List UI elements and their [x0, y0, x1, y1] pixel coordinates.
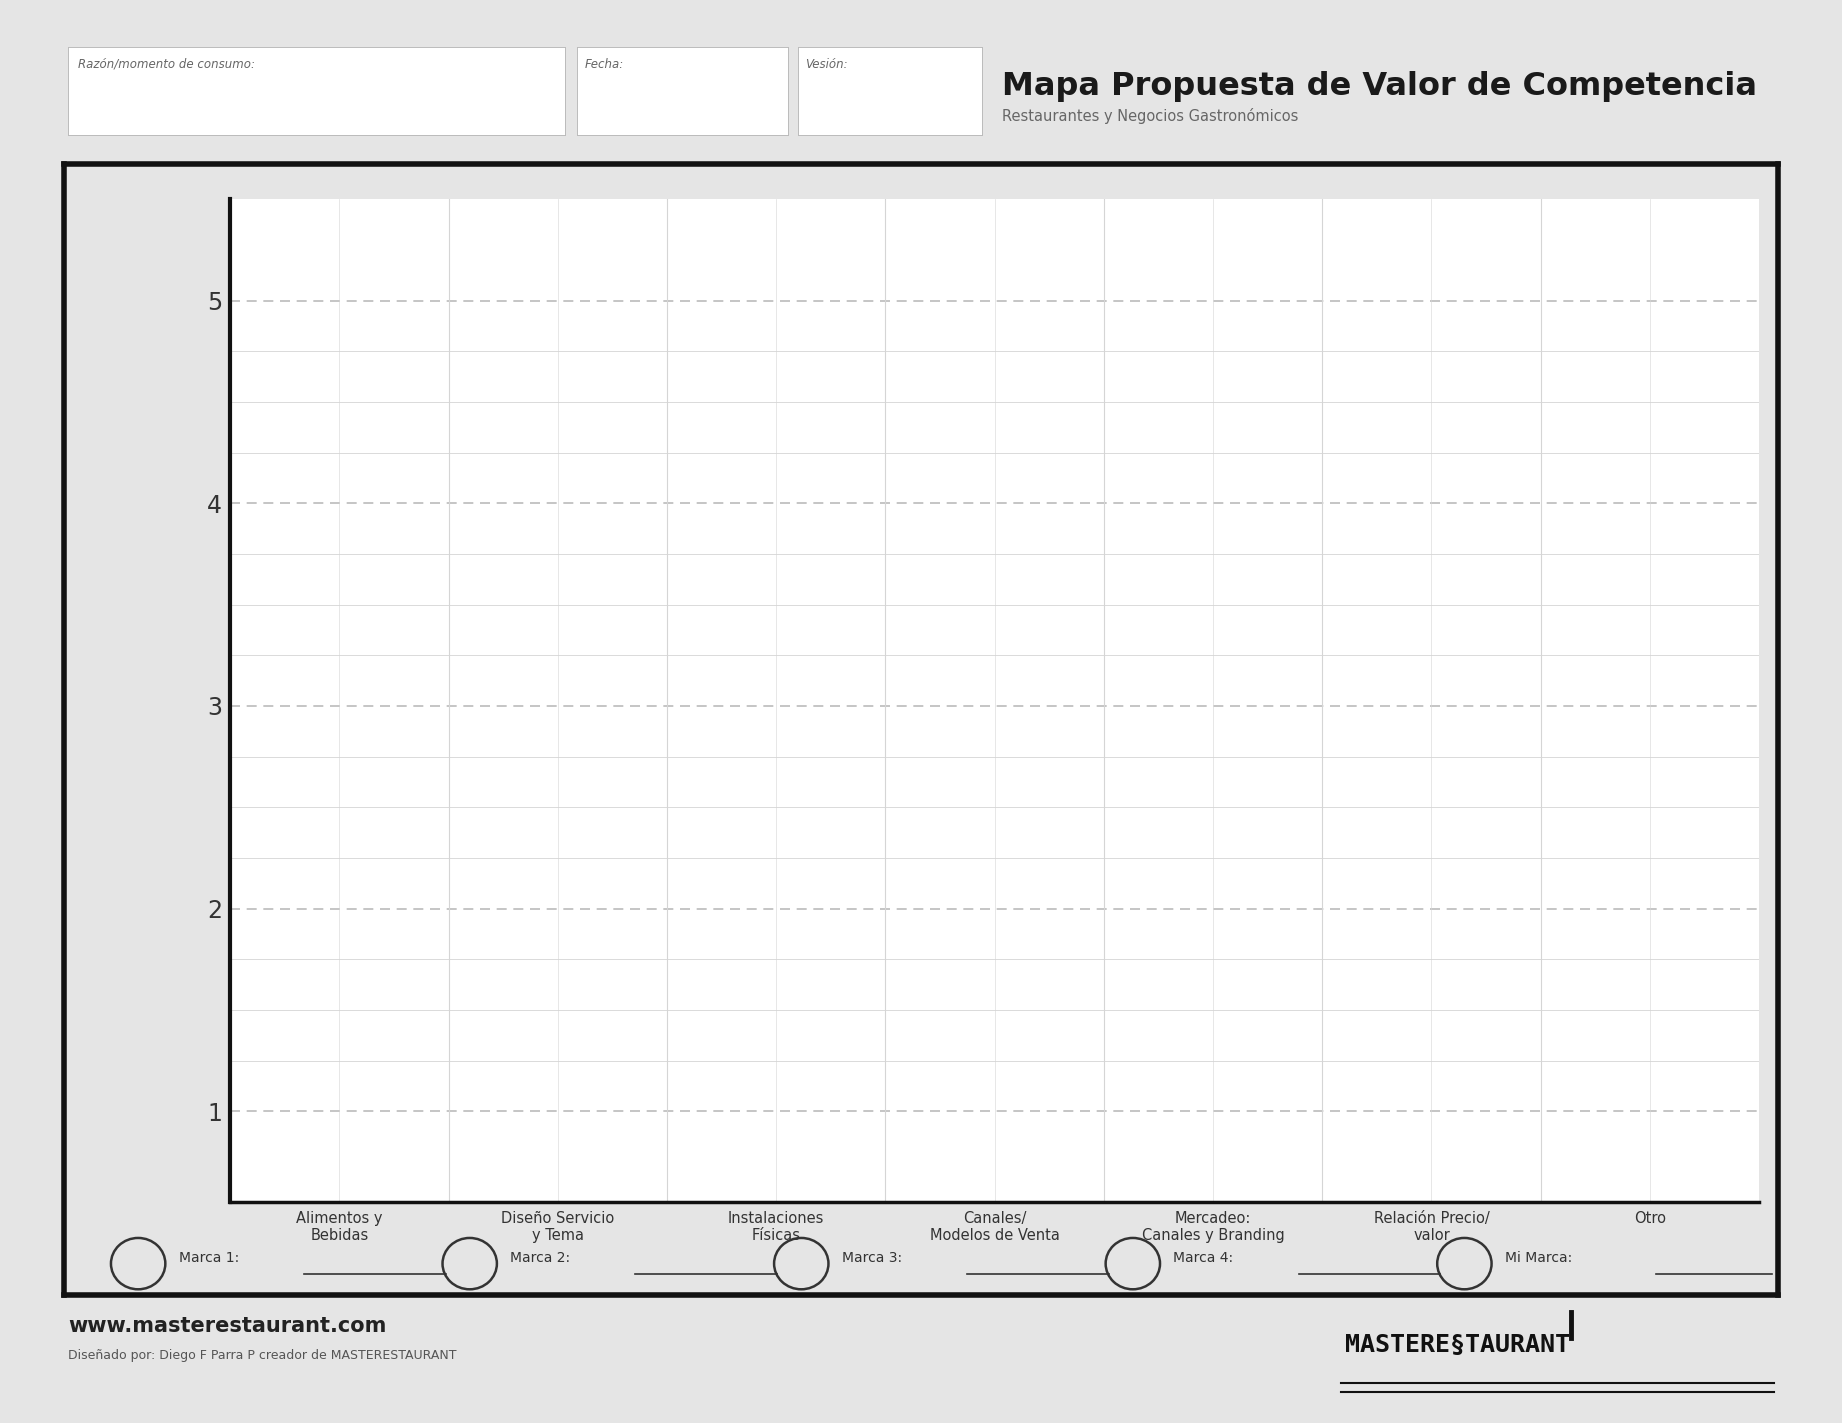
Text: Restaurantes y Negocios Gastronómicos: Restaurantes y Negocios Gastronómicos [1002, 108, 1299, 124]
Text: Vesión:: Vesión: [805, 57, 847, 71]
Text: Mi Marca:: Mi Marca: [1505, 1251, 1573, 1265]
Text: www.masterestaurant.com: www.masterestaurant.com [68, 1316, 387, 1336]
Text: MASTERE§TAURANT: MASTERE§TAURANT [1345, 1333, 1569, 1356]
Text: Marca 1:: Marca 1: [179, 1251, 239, 1265]
Text: Marca 3:: Marca 3: [842, 1251, 903, 1265]
Text: Diseñado por: Diego F Parra P creador de MASTERESTAURANT: Diseñado por: Diego F Parra P creador de… [68, 1349, 457, 1362]
Text: Marca 4:: Marca 4: [1173, 1251, 1234, 1265]
Text: Marca 2:: Marca 2: [510, 1251, 571, 1265]
Text: Mapa Propuesta de Valor de Competencia: Mapa Propuesta de Valor de Competencia [1002, 71, 1757, 102]
Text: Razón/momento de consumo:: Razón/momento de consumo: [77, 57, 254, 71]
Text: Fecha:: Fecha: [586, 57, 624, 71]
